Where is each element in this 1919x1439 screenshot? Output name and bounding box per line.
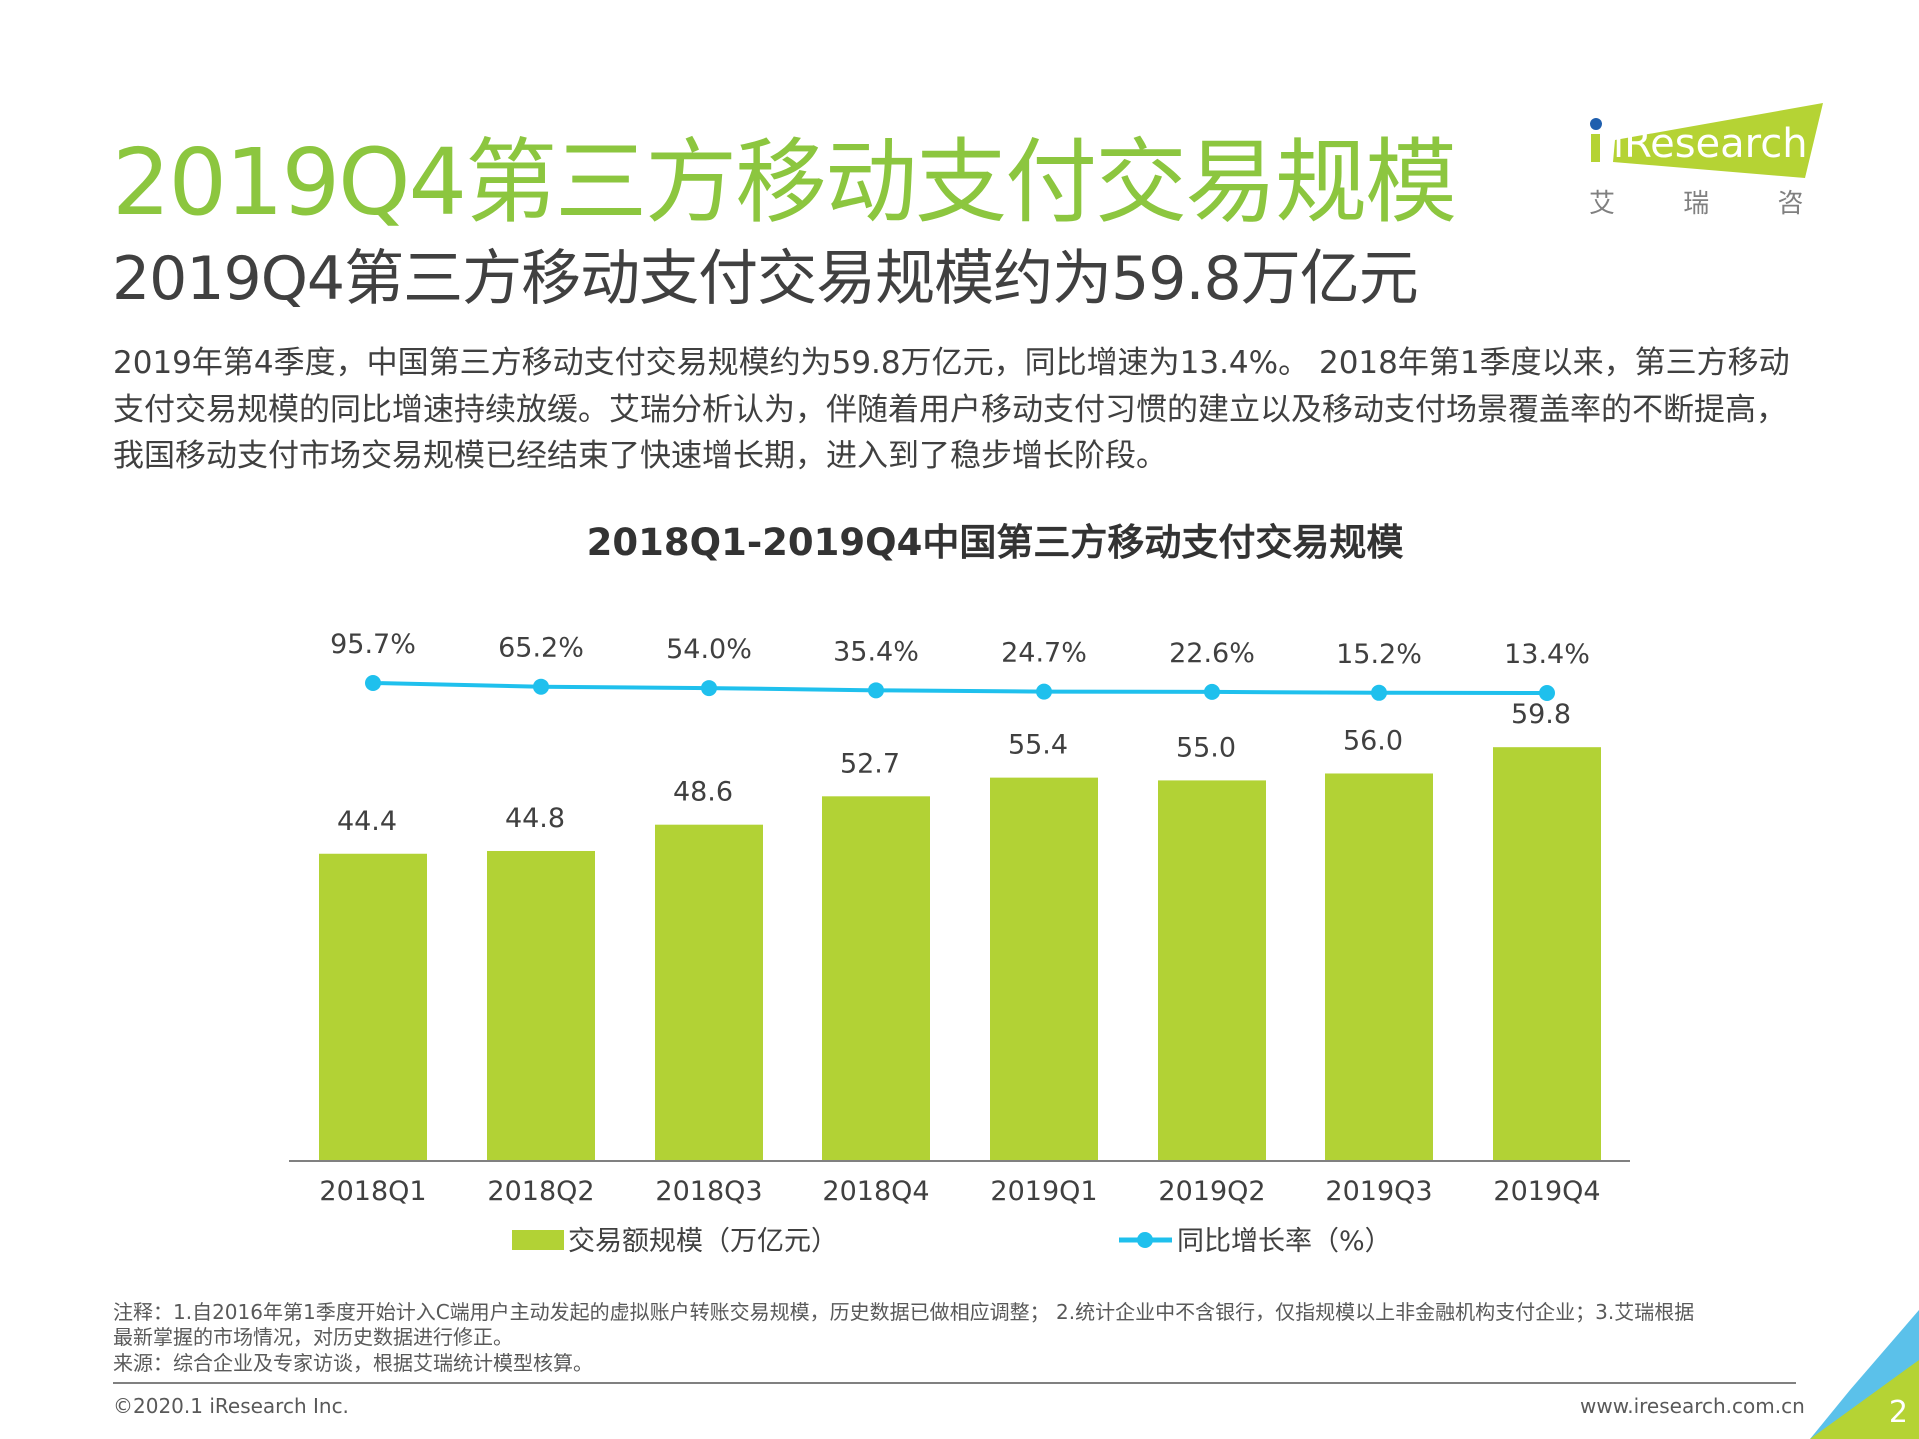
x-tick-label: 2019Q3 [1325,1176,1432,1207]
growth-label: 24.7% [1001,638,1087,669]
bar [1493,747,1601,1161]
growth-label: 22.6% [1169,638,1255,669]
bar-value-label: 55.0 [1176,732,1236,763]
website-link[interactable]: www.iresearch.com.cn [1580,1394,1805,1418]
bar [319,853,427,1161]
x-tick-label: 2018Q3 [655,1176,762,1207]
body-text-line: 2019年第4季度，中国第三方移动支付交易规模约为59.8万亿元，同比增速为13… [113,345,1790,381]
logo-text: iResearch [1613,121,1808,167]
x-tick-label: 2018Q2 [487,1176,594,1207]
growth-label: 95.7% [330,629,416,660]
bar-value-label: 56.0 [1343,725,1403,756]
bar [1158,780,1266,1161]
bar-value-label: 44.4 [337,806,397,837]
legend-line-marker [1137,1232,1153,1248]
page-title: 2019Q4第三方移动支付交易规模 [112,129,1457,236]
footnote: 最新掌握的市场情况，对历史数据进行修正。 [113,1325,513,1349]
source-note: 来源：综合企业及专家访谈，根据艾瑞统计模型核算。 [113,1351,593,1375]
growth-label: 35.4% [833,636,919,667]
growth-point [533,678,549,695]
x-tick-label: 2018Q4 [822,1176,929,1207]
x-tick-label: 2019Q4 [1493,1176,1600,1207]
growth-label: 13.4% [1504,639,1590,670]
growth-label: 15.2% [1336,639,1422,670]
corner-decoration: 2 [1810,1310,1919,1439]
bar [487,850,595,1161]
growth-point [868,682,884,699]
chart-title: 2018Q1-2019Q4中国第三方移动支付交易规模 [586,521,1404,564]
bar [990,777,1098,1161]
footnote: 注释：1.自2016年第1季度开始计入C端用户主动发起的虚拟账户转账交易规模，历… [113,1300,1695,1324]
legend-bar-swatch [512,1230,564,1250]
growth-label: 54.0% [666,634,752,665]
x-tick-label: 2019Q1 [990,1176,1097,1207]
body-text-line: 我国移动支付市场交易规模已经结束了快速增长期，进入到了稳步增长阶段。 [113,438,1167,474]
bar-value-label: 59.8 [1511,699,1571,730]
growth-point [365,675,381,691]
bar [655,824,763,1161]
chart: 44.4 2018Q1 44.8 2018Q2 48.6 2018Q3 52.7 2018Q4… [289,629,1630,1257]
growth-point [1539,685,1555,701]
growth-point [1371,684,1387,701]
legend-bar-label: 交易额规模（万亿元） [568,1226,838,1257]
x-tick-label: 2018Q1 [319,1176,426,1207]
growth-point [701,680,717,697]
bar-value-label: 52.7 [840,748,900,779]
copyright: ©2020.1 iResearch Inc. [113,1394,349,1418]
bar-value-label: 44.8 [505,803,565,834]
x-tick-label: 2019Q2 [1158,1176,1265,1207]
growth-point [1204,683,1220,700]
logo: iResearch 艾 瑞 咨 询 [1585,100,1898,220]
footer-divider [113,1382,1796,1384]
growth-point [1036,683,1052,700]
page-subtitle: 2019Q4第三方移动支付交易规模约为59.8万亿元 [112,244,1419,314]
bar [1325,773,1433,1161]
body-text-line: 支付交易规模的同比增速持续放缓。艾瑞分析认为，伴随着用户移动支付习惯的建立以及移… [113,392,1787,428]
page-number: 2 [1889,1395,1908,1430]
bar-value-label: 48.6 [673,777,733,808]
growth-line [372,681,1548,695]
bar-value-label: 55.4 [1008,730,1068,761]
growth-label: 65.2% [498,633,584,664]
legend-line-label: 同比增长率（%） [1177,1226,1392,1257]
bar [822,796,930,1161]
